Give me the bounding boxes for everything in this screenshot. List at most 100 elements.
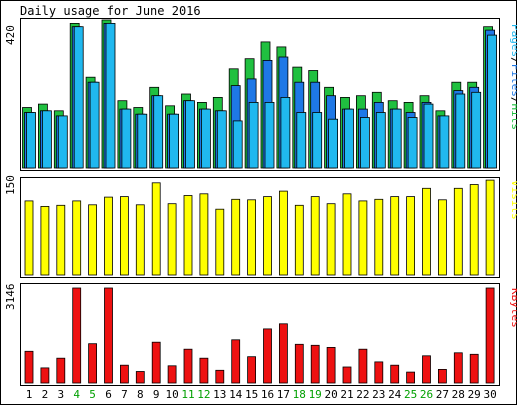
kbytes-panel-ylabel: KBytes [509, 288, 517, 328]
kbytes-bar-3 [56, 357, 66, 384]
visits-bar-3 [56, 204, 66, 276]
day-label-4: 4 [73, 388, 80, 401]
day-label-19: 19 [309, 388, 322, 401]
visits-bar-18 [294, 204, 304, 276]
visits-panel-ylabel: Visits [509, 180, 517, 220]
kbytes-bar-19 [310, 344, 320, 384]
kbytes-bar-30 [485, 287, 495, 384]
pages-bar-6 [105, 22, 116, 169]
day-label-14: 14 [229, 388, 243, 401]
kbytes-bar-20 [326, 346, 336, 384]
visits-bar-4 [72, 200, 82, 276]
visits-bar-9 [151, 182, 161, 276]
day-label-27: 27 [436, 388, 449, 401]
visits-bar-8 [135, 204, 145, 276]
kbytes-bar-24 [390, 364, 400, 384]
day-label-18: 18 [293, 388, 306, 401]
pages-bar-12 [200, 108, 211, 169]
day-label-30: 30 [483, 388, 496, 401]
kbytes-bar-2 [40, 367, 50, 384]
pages-bar-11 [185, 100, 195, 169]
kbytes-bar-29 [469, 353, 479, 384]
day-label-23: 23 [372, 388, 385, 401]
pages-bar-10 [169, 113, 180, 169]
visits-bar-29 [469, 184, 479, 276]
legend-separator: / [509, 97, 517, 104]
pages-bar-9 [153, 95, 164, 169]
pages-bar-15 [248, 102, 259, 169]
visits-bars [24, 179, 495, 276]
kbytes-bar-28 [453, 352, 463, 384]
kbytes-bar-5 [88, 343, 97, 384]
day-label-5: 5 [89, 388, 96, 401]
day-label-9: 9 [153, 388, 160, 401]
visits-bar-15 [247, 199, 257, 276]
pages-bar-27 [439, 115, 450, 169]
visits-bar-24 [390, 196, 400, 276]
kbytes-bar-10 [167, 365, 177, 384]
kbytes-bar-18 [294, 343, 304, 384]
kbytes-bar-9 [151, 341, 161, 384]
kbytes-bar-26 [422, 355, 431, 384]
kbytes-bar-17 [278, 323, 288, 384]
visits-bar-30 [485, 179, 495, 276]
visits-bar-5 [88, 204, 97, 276]
kbytes-bar-11 [183, 348, 193, 384]
visits-bar-12 [199, 193, 209, 276]
pages-bar-22 [359, 117, 370, 169]
kbytes-panel-frame [20, 283, 500, 386]
kbytes-bars [24, 287, 495, 384]
day-label-24: 24 [388, 388, 402, 401]
pages-bar-17 [280, 97, 291, 169]
pages-bar-19 [312, 112, 323, 169]
kbytes-bar-23 [374, 361, 384, 384]
hits-files-pages-bars [22, 19, 498, 169]
kbytes-y-max-label: 3146 [4, 284, 17, 311]
visits-bar-11 [183, 195, 193, 276]
day-label-10: 10 [165, 388, 178, 401]
hits-y-max-label: 420 [4, 25, 17, 45]
visits-bar-28 [453, 187, 463, 276]
pages-bar-29 [471, 91, 482, 169]
kbytes-bar-1 [24, 350, 34, 384]
kbytes-bar-25 [406, 371, 416, 384]
day-label-8: 8 [137, 388, 144, 401]
kbytes-bar-12 [199, 357, 209, 384]
day-label-13: 13 [213, 388, 226, 401]
visits-panel-frame [20, 177, 500, 278]
pages-bar-18 [296, 112, 307, 169]
kbytes-bar-14 [231, 339, 241, 384]
visits-bar-16 [263, 196, 272, 276]
day-label-21: 21 [340, 388, 353, 401]
visits-bar-27 [437, 199, 447, 276]
pages-bar-7 [121, 108, 132, 169]
pages-bar-20 [328, 118, 339, 169]
visits-y-max-label: 150 [4, 175, 17, 195]
visits-bar-25 [406, 196, 416, 276]
kbytes-bar-15 [247, 356, 257, 384]
pages-bar-25 [407, 117, 418, 169]
visits-bar-6 [104, 196, 113, 276]
pages-bar-8 [137, 113, 148, 169]
visits-bar-13 [215, 208, 225, 276]
day-label-12: 12 [197, 388, 210, 401]
kbytes-bar-13 [215, 369, 225, 384]
day-label-26: 26 [420, 388, 433, 401]
pages-bar-21 [344, 108, 354, 169]
visits-bar-17 [278, 190, 288, 276]
visits-bar-2 [40, 205, 50, 276]
visits-bar-23 [374, 198, 384, 276]
visits-bar-26 [422, 187, 431, 276]
chart-title: Daily usage for June 2016 [20, 4, 201, 18]
kbytes-bar-7 [120, 364, 129, 384]
visits-bar-14 [231, 198, 241, 276]
pages-bar-5 [89, 81, 100, 169]
visits-bar-19 [310, 196, 320, 276]
day-label-2: 2 [42, 388, 49, 401]
day-labels: 1 2 3 4 5 6 7 8 9 10 11 12 13 14 15 16 17 18 19 20 21 22 23 24 2… [26, 388, 497, 401]
day-label-29: 29 [468, 388, 481, 401]
day-label-28: 28 [452, 388, 465, 401]
hits-panel-ylabel: Pages/Files/Hits [509, 24, 517, 130]
visits-bar-22 [358, 200, 368, 276]
